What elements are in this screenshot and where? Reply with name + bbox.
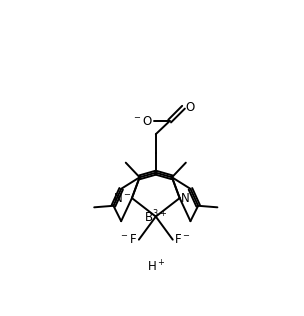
Text: H$^+$: H$^+$ [147,260,165,275]
Text: N: N [181,191,189,204]
Text: $^-$O: $^-$O [132,115,153,128]
Text: N$^-$: N$^-$ [112,191,131,204]
Text: B$^{3+}$: B$^{3+}$ [144,208,167,225]
Text: O: O [185,101,194,114]
Text: $^-$F: $^-$F [119,233,137,246]
Text: F$^-$: F$^-$ [174,233,191,246]
